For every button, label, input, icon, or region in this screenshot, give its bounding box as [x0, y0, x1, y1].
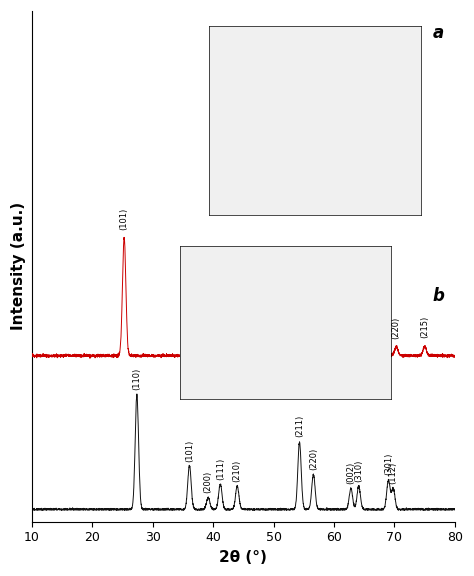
Text: (002): (002) [346, 461, 356, 484]
Text: (211): (211) [300, 314, 309, 336]
Text: (105): (105) [292, 313, 301, 335]
Text: (215): (215) [420, 316, 429, 339]
Text: (101): (101) [185, 440, 194, 463]
Text: (110): (110) [132, 367, 141, 389]
X-axis label: 2θ (°): 2θ (°) [219, 550, 267, 565]
Text: b: b [432, 287, 444, 305]
Text: (200): (200) [204, 471, 213, 494]
Text: (111): (111) [216, 457, 225, 480]
Text: (112): (112) [389, 462, 398, 484]
Text: (101): (101) [119, 208, 128, 230]
Text: (004): (004) [200, 314, 209, 336]
Text: (112): (112) [210, 317, 219, 339]
Text: (103): (103) [195, 316, 204, 338]
Text: a: a [433, 24, 444, 42]
Text: (200): (200) [257, 304, 266, 326]
Text: (220): (220) [392, 316, 401, 339]
Text: (211): (211) [295, 415, 304, 437]
Text: (220): (220) [309, 448, 318, 469]
Text: (116): (116) [383, 318, 392, 340]
Y-axis label: Intensity (a.u.): Intensity (a.u.) [11, 202, 26, 331]
Text: (210): (210) [233, 459, 242, 482]
Text: (301): (301) [384, 453, 393, 475]
Text: (310): (310) [354, 460, 363, 482]
Text: (204): (204) [346, 317, 355, 340]
